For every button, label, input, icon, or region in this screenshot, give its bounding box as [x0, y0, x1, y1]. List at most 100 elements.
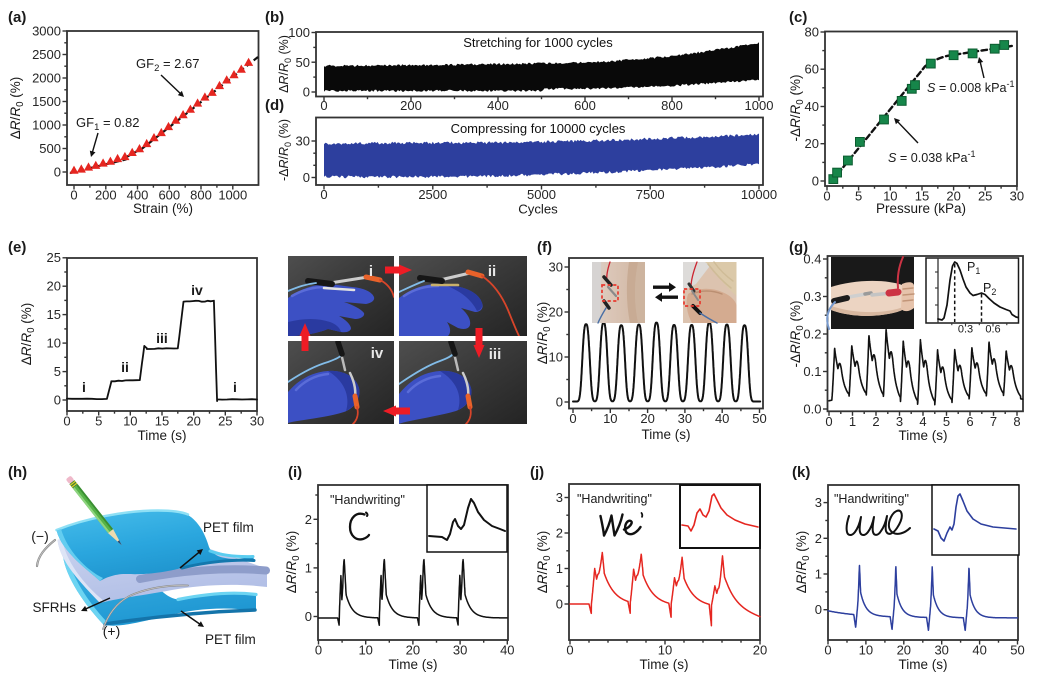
svg-text:(e): (e) [8, 239, 26, 256]
svg-text:Time (s): Time (s) [899, 657, 948, 672]
svg-text:(b): (b) [265, 9, 284, 26]
svg-text:i: i [82, 379, 86, 395]
svg-text:50: 50 [1010, 643, 1024, 658]
svg-text:0.0: 0.0 [803, 402, 821, 417]
svg-text:0: 0 [303, 85, 310, 100]
svg-text:10: 10 [123, 414, 137, 429]
svg-text:(a): (a) [8, 9, 26, 26]
svg-text:0: 0 [54, 393, 61, 408]
svg-text:3: 3 [556, 490, 563, 505]
svg-text:20: 20 [753, 643, 767, 658]
svg-text:iv: iv [191, 282, 203, 298]
svg-text:20: 20 [640, 411, 654, 426]
svg-text:S = 0.008 kPa-1: S = 0.008 kPa-1 [927, 79, 1015, 95]
svg-text:(d): (d) [265, 97, 284, 114]
svg-text:(c): (c) [789, 9, 807, 26]
svg-text:10: 10 [658, 643, 672, 658]
svg-text:200: 200 [400, 98, 422, 113]
svg-text:10: 10 [883, 189, 897, 204]
svg-text:0: 0 [63, 414, 70, 429]
svg-text:"Handwriting": "Handwriting" [330, 493, 405, 507]
svg-text:"Handwriting": "Handwriting" [834, 492, 909, 506]
svg-text:50: 50 [752, 411, 766, 426]
svg-text:Time (s): Time (s) [899, 428, 948, 443]
svg-text:"Handwriting": "Handwriting" [577, 492, 652, 506]
svg-text:3: 3 [815, 495, 822, 510]
svg-text:10: 10 [859, 643, 873, 658]
svg-text:Time (s): Time (s) [640, 657, 689, 672]
svg-text:20: 20 [186, 414, 200, 429]
svg-text:Compressing for 10000 cycles: Compressing for 10000 cycles [451, 121, 626, 136]
svg-text:ΔR/R0 (%): ΔR/R0 (%) [535, 302, 553, 364]
svg-text:PET film: PET film [203, 520, 254, 535]
svg-text:0.4: 0.4 [803, 252, 821, 267]
svg-text:2500: 2500 [32, 47, 61, 62]
svg-text:ii: ii [488, 263, 496, 280]
svg-text:0.1: 0.1 [803, 364, 821, 379]
svg-text:Stretching for 1000 cycles: Stretching for 1000 cycles [463, 35, 613, 50]
svg-text:Time (s): Time (s) [138, 428, 187, 443]
svg-text:20: 20 [946, 189, 960, 204]
svg-text:7500: 7500 [636, 187, 665, 202]
svg-text:0: 0 [566, 643, 573, 658]
svg-text:Strain (%): Strain (%) [133, 201, 193, 216]
svg-text:(+): (+) [103, 623, 121, 639]
svg-text:-ΔR/R0 (%): -ΔR/R0 (%) [788, 75, 806, 142]
svg-text:1000: 1000 [32, 118, 61, 133]
svg-text:5: 5 [943, 414, 950, 429]
svg-text:400: 400 [127, 188, 149, 203]
svg-text:i: i [369, 263, 373, 280]
svg-text:50: 50 [296, 55, 310, 70]
svg-text:30: 30 [678, 411, 692, 426]
svg-text:30: 30 [296, 134, 310, 149]
svg-text:(f): (f) [537, 239, 552, 256]
svg-text:2000: 2000 [32, 71, 61, 86]
svg-text:PET film: PET film [205, 632, 256, 647]
svg-text:15: 15 [47, 307, 61, 322]
svg-text:ΔR/R0 (%): ΔR/R0 (%) [8, 77, 26, 139]
svg-text:40: 40 [805, 99, 819, 114]
svg-text:400: 400 [487, 98, 509, 113]
svg-text:(k): (k) [792, 464, 810, 481]
svg-text:ΔR/R0 (%): ΔR/R0 (%) [277, 35, 293, 93]
svg-text:8: 8 [1013, 414, 1020, 429]
svg-text:0: 0 [812, 174, 819, 189]
svg-text:30: 30 [549, 260, 563, 275]
svg-text:30: 30 [453, 643, 467, 658]
svg-text:0: 0 [70, 188, 77, 203]
svg-text:0: 0 [320, 98, 327, 113]
svg-text:2: 2 [305, 512, 312, 527]
svg-text:3: 3 [896, 414, 903, 429]
svg-text:20: 20 [47, 279, 61, 294]
svg-text:5000: 5000 [527, 187, 556, 202]
svg-text:Time (s): Time (s) [389, 657, 438, 672]
svg-text:0.3: 0.3 [803, 289, 821, 304]
svg-text:1: 1 [849, 414, 856, 429]
svg-text:80: 80 [805, 25, 819, 40]
svg-text:(g): (g) [789, 239, 808, 256]
svg-text:40: 40 [715, 411, 729, 426]
svg-text:(j): (j) [530, 464, 544, 481]
svg-text:ΔR/R0 (%): ΔR/R0 (%) [794, 531, 812, 593]
svg-text:0.3: 0.3 [958, 324, 973, 336]
svg-text:S = 0.038 kPa-1: S = 0.038 kPa-1 [888, 149, 976, 165]
svg-text:800: 800 [661, 98, 683, 113]
svg-text:0: 0 [54, 165, 61, 180]
svg-text:40: 40 [972, 643, 986, 658]
svg-text:20: 20 [549, 305, 563, 320]
svg-text:10: 10 [549, 350, 563, 365]
svg-text:0.6: 0.6 [985, 324, 1000, 336]
svg-text:2: 2 [872, 414, 879, 429]
svg-text:7: 7 [990, 414, 997, 429]
svg-text:GF2 = 2.67: GF2 = 2.67 [136, 56, 199, 74]
svg-text:0: 0 [815, 602, 822, 617]
svg-text:ΔR/R0 (%): ΔR/R0 (%) [535, 531, 553, 593]
svg-text:30: 30 [934, 643, 948, 658]
svg-text:SFRHs: SFRHs [33, 600, 77, 615]
svg-text:10: 10 [47, 336, 61, 351]
svg-text:10: 10 [358, 643, 372, 658]
svg-text:0: 0 [315, 643, 322, 658]
svg-text:600: 600 [574, 98, 596, 113]
svg-text:25: 25 [978, 189, 992, 204]
svg-text:(h): (h) [8, 464, 27, 481]
